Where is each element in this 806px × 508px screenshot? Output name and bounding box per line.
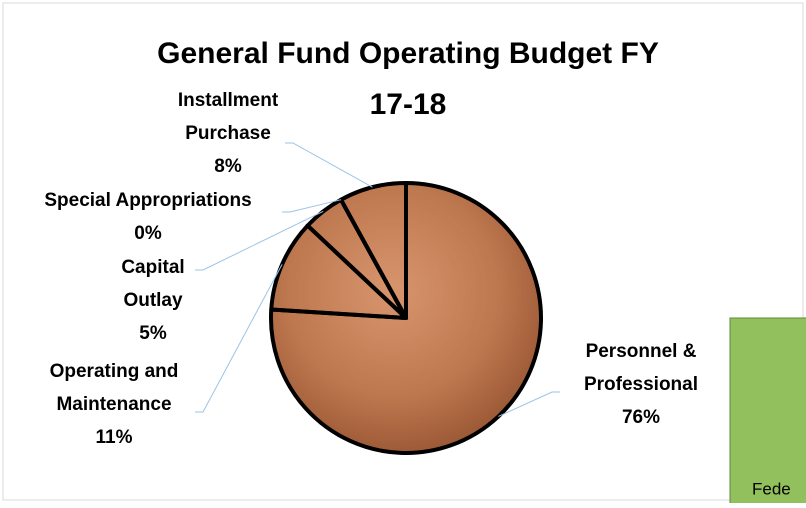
- text-line: Professional: [584, 374, 698, 395]
- text-line: Maintenance: [56, 394, 171, 415]
- text-line: Outlay: [123, 290, 183, 311]
- slice-value-label: 8%: [214, 156, 242, 177]
- side-panel: [730, 318, 806, 503]
- text-line: Installment: [178, 90, 279, 111]
- text-line: Purchase: [185, 123, 271, 144]
- side-panel-text: Fede: [752, 479, 791, 498]
- slice-value-label: 11%: [96, 427, 133, 448]
- text-line: General Fund Operating Budget FY: [157, 37, 659, 70]
- slice-value-label: 5%: [139, 323, 167, 344]
- slice-value-label: 76%: [622, 407, 660, 428]
- text-line: Operating and: [50, 361, 179, 382]
- text-line: Personnel &: [586, 341, 697, 362]
- chart: Fede General Fund Operating Budget FY 17-…: [0, 0, 806, 503]
- text-line: Special Appropriations: [44, 190, 251, 211]
- slice-label: Special Appropriations: [44, 190, 251, 211]
- text-line: Capital: [121, 257, 184, 278]
- slice-value-label: 0%: [134, 223, 162, 244]
- text-line: 17-18: [370, 88, 447, 121]
